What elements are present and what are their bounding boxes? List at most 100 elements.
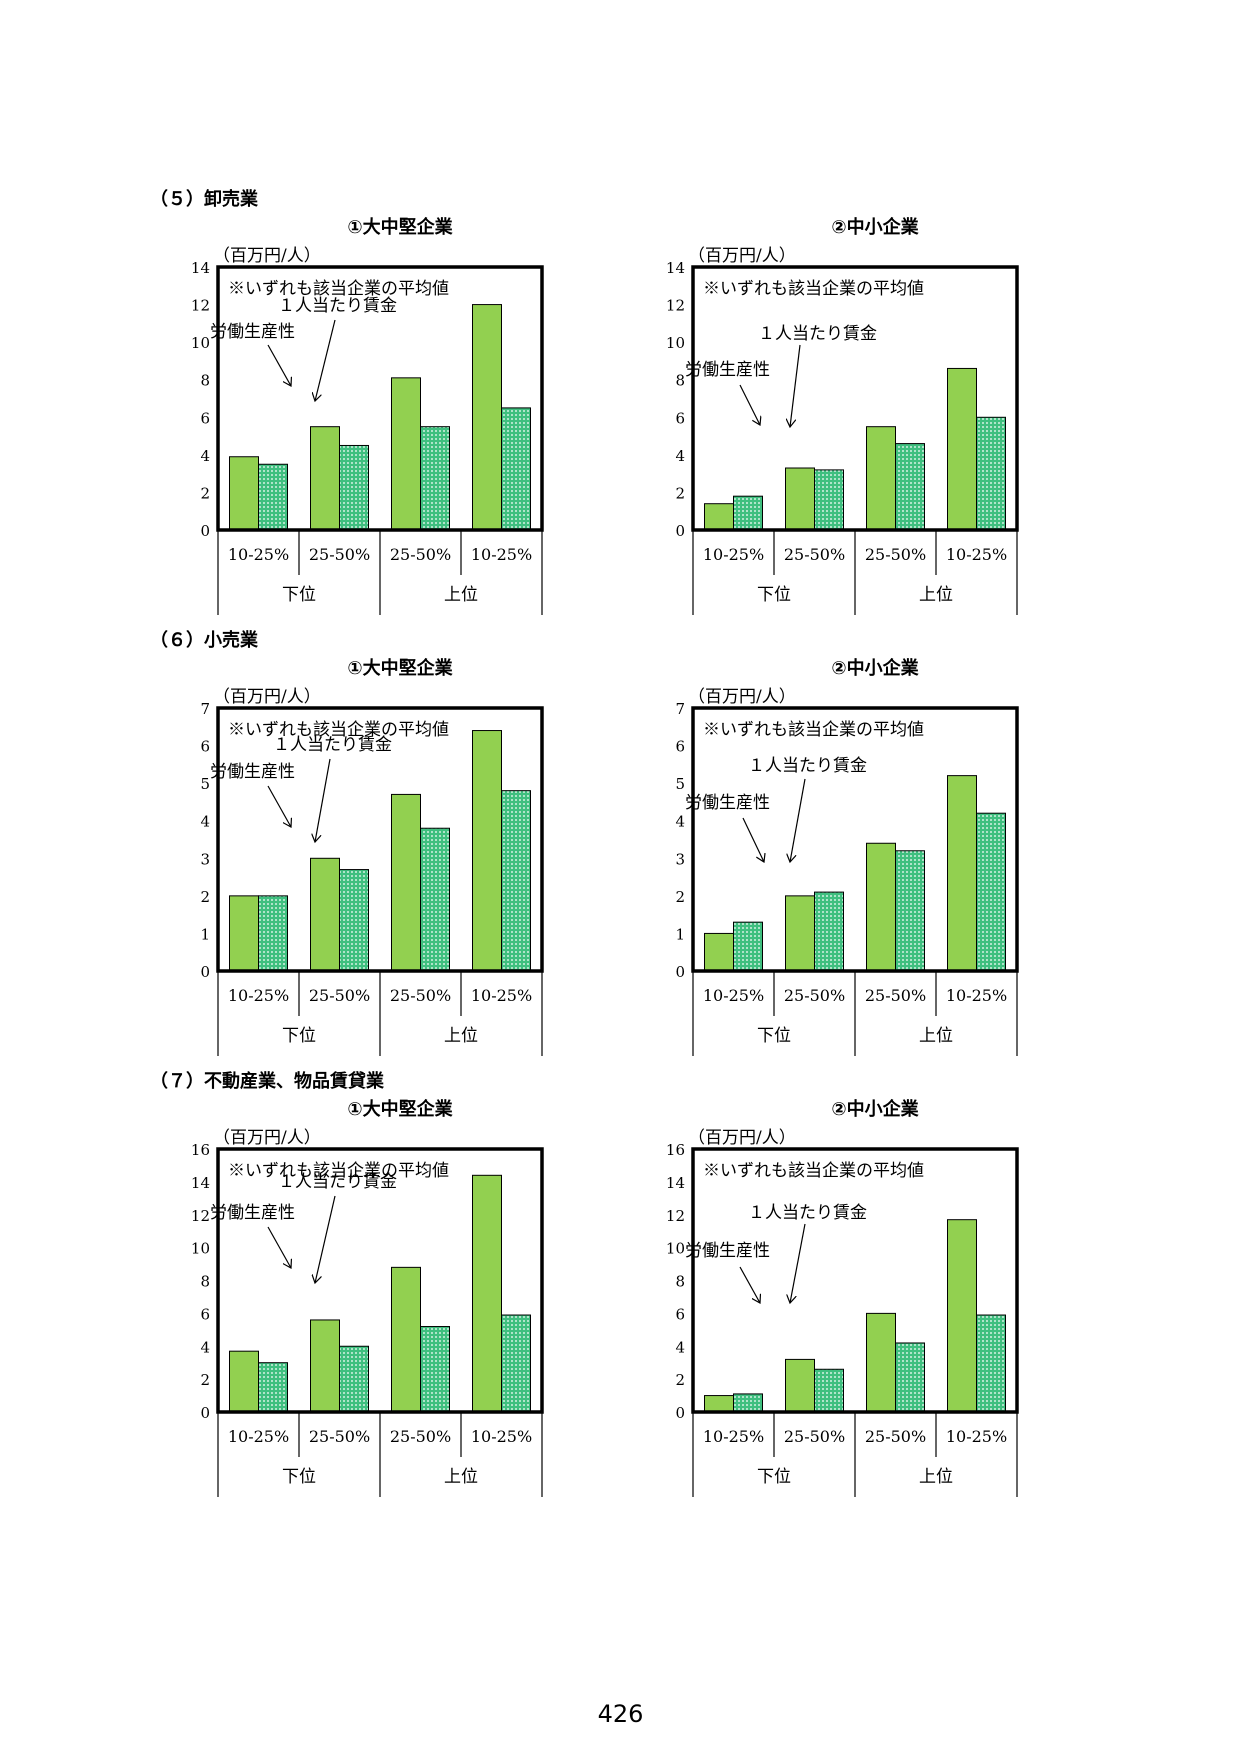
note-text: ※いずれも該当企業の平均値 (703, 1161, 924, 1181)
group-label: 上位 (919, 585, 953, 605)
bar-wage (339, 869, 369, 972)
unit-label: （百万円/人） (213, 1128, 321, 1148)
y-tick-label: 10 (191, 1240, 210, 1258)
bar-productivity (704, 1395, 734, 1413)
bar-productivity (785, 467, 815, 531)
x-tick-label: 25-50% (390, 986, 451, 1005)
annotation-productivity: 労働生産性 (685, 360, 770, 380)
x-tick-label: 25-50% (309, 545, 370, 564)
y-tick-label: 0 (675, 1404, 685, 1422)
bar-wage (733, 495, 763, 531)
bar-productivity (704, 503, 734, 531)
arrow-wage (315, 758, 331, 842)
arrow-wage (790, 778, 806, 862)
x-tick-label: 25-50% (309, 1427, 370, 1446)
section-title-wholesale: （５）卸売業 (150, 189, 258, 210)
y-tick-label: 2 (675, 1371, 685, 1389)
annotation-productivity: 労働生産性 (685, 793, 770, 813)
x-tick-label: 10-25% (228, 1427, 289, 1446)
y-tick-label: 10 (191, 334, 210, 352)
bar-productivity (947, 367, 977, 531)
annotation-productivity: 労働生産性 (685, 1241, 770, 1261)
unit-label: （百万円/人） (688, 1128, 796, 1148)
section-title-retail: （６）小売業 (150, 630, 258, 651)
note-text: ※いずれも該当企業の平均値 (228, 1161, 449, 1181)
y-tick-label: 8 (200, 1273, 210, 1291)
x-tick-label: 10-25% (471, 986, 532, 1005)
bar-chart: （百万円/人） 0 2 4 6 8 10 12 14 16 10-25% 25-50% 25-50% 10… (191, 1128, 544, 1497)
x-tick-label: 10-25% (946, 986, 1007, 1005)
y-tick-label: 1 (675, 925, 685, 943)
bar-wage (733, 1393, 763, 1413)
y-tick-label: 14 (666, 259, 685, 277)
bar-wage (420, 1326, 450, 1413)
x-tick-label: 10-25% (703, 1427, 764, 1446)
arrow-wage (315, 319, 336, 401)
x-tick-label: 25-50% (309, 986, 370, 1005)
y-tick-label: 7 (675, 700, 685, 718)
y-tick-label: 4 (200, 1338, 210, 1356)
chart-title: ②中小企業 (831, 217, 919, 238)
bar-chart: （百万円/人） 0 1 2 3 4 5 6 7 10-25% 25-50% 25-50% 10-25% 下… (200, 687, 544, 1056)
unit-label: （百万円/人） (688, 687, 796, 707)
arrow-wage (790, 1223, 806, 1303)
note-text: ※いずれも該当企業の平均値 (228, 720, 449, 740)
y-tick-label: 4 (200, 813, 210, 831)
bar-wage (814, 891, 844, 972)
y-tick-label: 6 (675, 1305, 685, 1323)
arrow-productivity (267, 1226, 291, 1268)
arrow-wage (790, 344, 801, 427)
bar-productivity (866, 1312, 896, 1413)
arrow-productivity (267, 785, 291, 827)
group-label: 下位 (757, 1026, 791, 1046)
y-tick-label: 8 (675, 372, 685, 390)
bar-wage (733, 921, 763, 972)
y-tick-label: 8 (200, 372, 210, 390)
chart-title: ②中小企業 (831, 658, 919, 679)
bar-wage (976, 1314, 1006, 1413)
bar-wage (501, 407, 531, 531)
bar-productivity (866, 426, 896, 531)
y-tick-label: 6 (200, 1305, 210, 1323)
y-tick-label: 0 (200, 963, 210, 981)
y-tick-label: 2 (200, 484, 210, 502)
bar-wage (420, 426, 450, 531)
bar-wage (895, 850, 925, 972)
y-tick-label: 14 (191, 1174, 210, 1192)
y-tick-label: 5 (200, 775, 210, 793)
x-tick-label: 10-25% (471, 545, 532, 564)
y-tick-label: 12 (666, 1207, 685, 1225)
y-tick-label: 16 (666, 1141, 685, 1159)
bar-wage (420, 827, 450, 972)
y-tick-label: 4 (675, 813, 685, 831)
y-tick-label: 12 (191, 1207, 210, 1225)
bar-wage (976, 812, 1006, 972)
bar-productivity (310, 426, 340, 531)
x-tick-label: 10-25% (471, 1427, 532, 1446)
y-tick-label: 0 (200, 1404, 210, 1422)
unit-label: （百万円/人） (213, 687, 321, 707)
group-label: 下位 (757, 1467, 791, 1487)
x-tick-label: 25-50% (865, 1427, 926, 1446)
bar-wage (339, 444, 369, 531)
bar-wage (258, 463, 288, 531)
bar-productivity (229, 895, 259, 972)
bar-chart: （百万円/人） 0 2 4 6 8 10 12 14 16 10-25% 25-50% 25-50% 10… (666, 1128, 1019, 1497)
bar-productivity (785, 1358, 815, 1413)
arrow-productivity (739, 384, 760, 425)
arrow-wage (315, 1195, 336, 1283)
bar-productivity (472, 1174, 502, 1413)
y-tick-label: 14 (666, 1174, 685, 1192)
bar-productivity (310, 1319, 340, 1413)
y-tick-label: 4 (675, 447, 685, 465)
group-label: 上位 (444, 1467, 478, 1487)
y-tick-label: 4 (675, 1338, 685, 1356)
group-label: 下位 (282, 1467, 316, 1487)
x-tick-label: 10-25% (946, 545, 1007, 564)
y-tick-label: 14 (191, 259, 210, 277)
x-tick-label: 10-25% (703, 545, 764, 564)
y-tick-label: 1 (200, 925, 210, 943)
x-tick-label: 25-50% (784, 986, 845, 1005)
arrow-productivity (742, 817, 764, 862)
bar-chart: （百万円/人） 0 2 4 6 8 10 12 14 10-25% 25-50% 25-50% 10-2… (191, 246, 544, 615)
